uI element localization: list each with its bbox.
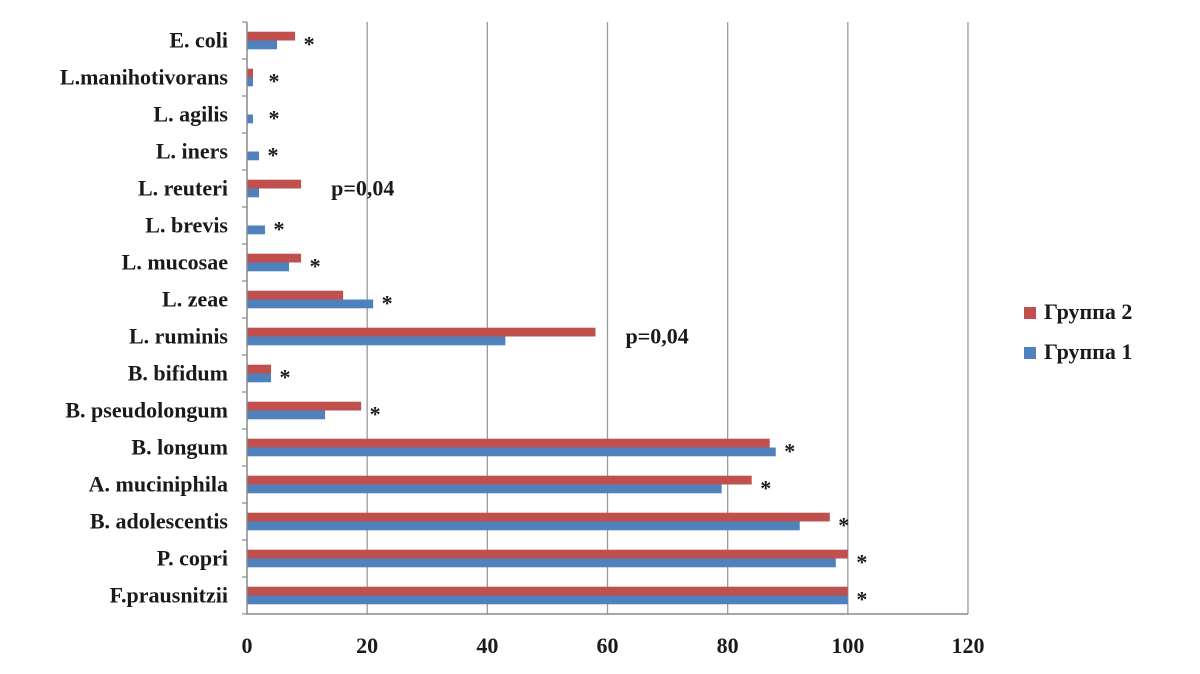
x-tick-label: 20 xyxy=(356,633,378,658)
significance-marker: * xyxy=(304,32,315,57)
bar-group2 xyxy=(247,31,296,41)
significance-marker: * xyxy=(760,476,771,501)
bar-group2 xyxy=(247,68,254,78)
bar-group1 xyxy=(247,521,800,531)
bar-group1 xyxy=(247,558,836,568)
x-tick-label: 80 xyxy=(717,633,739,658)
category-label: L.manihotivorans xyxy=(60,65,229,90)
x-tick-labels: 0 20 40 60 80 100 120 xyxy=(242,633,985,658)
bar-group1 xyxy=(247,40,278,50)
category-label: A. muciniphila xyxy=(89,472,228,497)
significance-marker: * xyxy=(310,254,321,279)
significance-marker: * xyxy=(838,513,849,538)
bar-group2 xyxy=(247,364,272,374)
bar-group1 xyxy=(247,188,260,198)
category-label: L. mucosae xyxy=(122,250,229,275)
significance-marker: * xyxy=(370,402,381,427)
legend-label: Группа 2 xyxy=(1044,299,1132,324)
bar-group1 xyxy=(247,484,722,494)
bar-group1 xyxy=(247,114,254,124)
category-label: L. reuteri xyxy=(138,176,228,201)
bar-group2 xyxy=(247,586,848,596)
bar-group2 xyxy=(247,438,770,448)
bar-group2 xyxy=(247,401,362,411)
bar-group2 xyxy=(247,475,752,485)
bars xyxy=(247,31,848,605)
legend: Группа 2 Группа 1 xyxy=(1024,299,1132,364)
bar-group1 xyxy=(247,410,326,420)
category-label: L. iners xyxy=(156,139,229,164)
category-label: L. brevis xyxy=(145,213,228,238)
x-tick-label: 0 xyxy=(242,633,253,658)
category-label: E. coli xyxy=(169,28,228,53)
category-label: B. bifidum xyxy=(128,361,228,386)
p-value-label: p=0,04 xyxy=(625,324,688,349)
bar-group1 xyxy=(247,262,290,272)
category-labels: E. coli L.manihotivorans L. agilis L. iners… xyxy=(60,28,229,608)
significance-marker: * xyxy=(280,365,291,390)
significance-marker: * xyxy=(269,106,280,131)
bar-group1 xyxy=(247,225,266,235)
significance-marker: * xyxy=(856,587,867,612)
bar-group2 xyxy=(247,179,302,189)
x-tick-label: 60 xyxy=(597,633,619,658)
bar-group2 xyxy=(247,290,344,300)
x-tick-label: 100 xyxy=(831,633,864,658)
bar-group1 xyxy=(247,151,260,161)
category-label: F.prausnitzii xyxy=(110,583,228,608)
category-label: L. agilis xyxy=(153,102,228,127)
axes xyxy=(242,21,968,615)
bar-group2 xyxy=(247,253,302,263)
significance-marker: * xyxy=(856,550,867,575)
category-label: B. longum xyxy=(131,435,228,460)
x-tick-label: 120 xyxy=(952,633,985,658)
bar-group1 xyxy=(247,299,374,309)
legend-label: Группа 1 xyxy=(1044,339,1132,364)
category-label: B. adolescentis xyxy=(90,509,229,534)
legend-swatch xyxy=(1024,307,1036,319)
significance-marker: * xyxy=(269,69,280,94)
p-value-label: p=0,04 xyxy=(331,176,394,201)
bar-group1 xyxy=(247,373,272,383)
bar-group2 xyxy=(247,327,596,337)
bar-group2 xyxy=(247,512,830,522)
annotations: * * * * p=0,04 * * * p=0,04 * * * * * * * xyxy=(268,32,868,612)
significance-marker: * xyxy=(784,439,795,464)
bar-group1 xyxy=(247,447,776,457)
category-label: B. pseudolongum xyxy=(65,398,228,423)
legend-swatch xyxy=(1024,347,1036,359)
category-label: P. copri xyxy=(157,546,228,571)
x-tick-label: 40 xyxy=(476,633,498,658)
significance-marker: * xyxy=(382,291,393,316)
bar-group1 xyxy=(247,336,506,346)
significance-marker: * xyxy=(274,217,285,242)
bar-group1 xyxy=(247,595,848,605)
category-label: L. ruminis xyxy=(129,324,228,349)
significance-marker: * xyxy=(268,143,279,168)
category-label: L. zeae xyxy=(162,287,228,312)
bar-group2 xyxy=(247,549,848,559)
bar-group1 xyxy=(247,77,254,87)
